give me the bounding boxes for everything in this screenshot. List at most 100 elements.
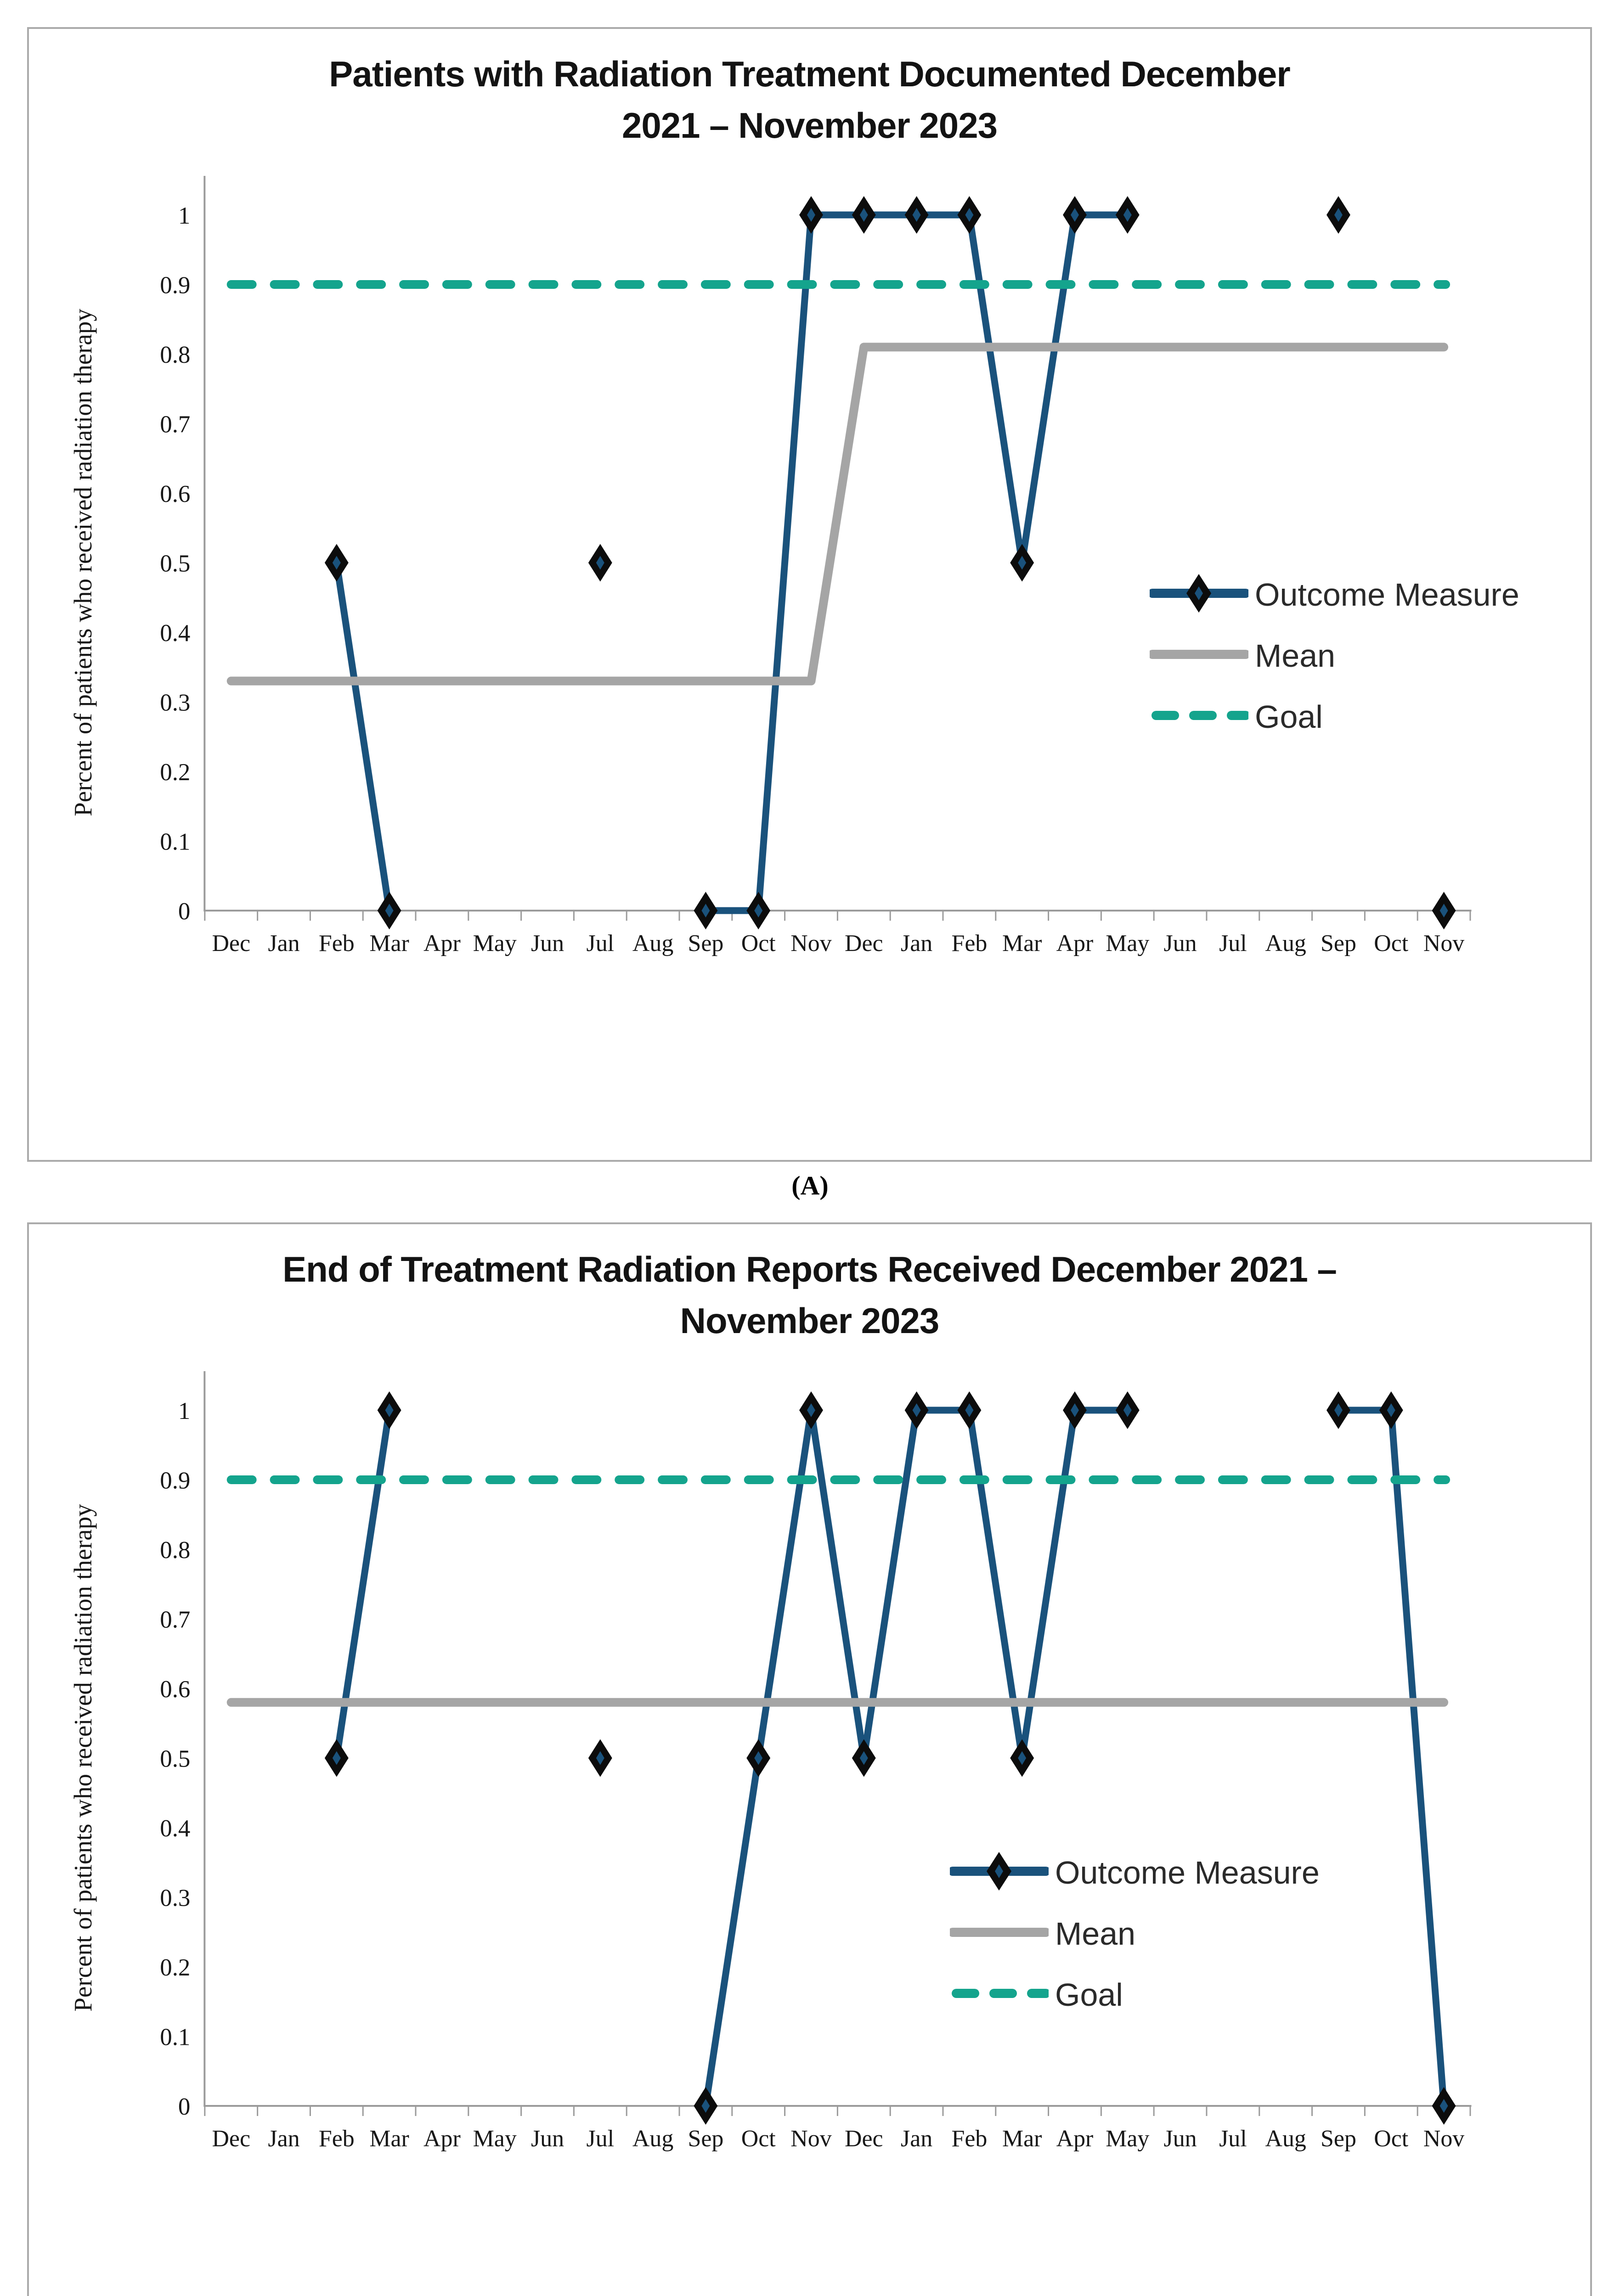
x-month-label: Jun	[531, 2126, 564, 2152]
legend-item: Mean	[1148, 625, 1519, 686]
y-tick-label: 0.3	[160, 1885, 190, 1911]
outcome-marker-center	[1334, 1403, 1343, 1417]
x-month-label: Jun	[1164, 930, 1197, 957]
legend-item-label: Mean	[1055, 1915, 1136, 1952]
x-month-label: May	[1106, 930, 1149, 957]
x-month-label: Feb	[319, 930, 355, 957]
y-tick-label: 0.3	[160, 689, 190, 716]
y-tick-label: 0.8	[160, 342, 190, 368]
y-tick-label: 1	[178, 203, 190, 229]
panel-b: 0 0.1 0.2 0.3 0.4 0.5 0.6 0.7 0.8 0.9 1 Dec Jan Feb Ma…	[27, 1222, 1592, 2296]
outcome-marker-center	[596, 556, 604, 570]
legend-b: Outcome Measure Mean Goal	[948, 1842, 1320, 2025]
line-diamond-swatch-icon	[948, 1848, 1050, 1896]
outcome-marker-center	[912, 208, 921, 222]
x-month-label: Dec	[212, 2126, 250, 2152]
outcome-line	[702, 211, 1131, 914]
x-month-label: Jun	[531, 930, 564, 957]
x-month-label: Nov	[790, 2126, 831, 2152]
outcome-marker-center	[385, 1403, 394, 1417]
legend-item-label: Outcome Measure	[1255, 576, 1519, 613]
x-month-label: May	[473, 930, 517, 957]
x-month-label: Apr	[1056, 2126, 1094, 2152]
y-tick-label: 0.7	[160, 411, 190, 438]
chart-a: 0 0.1 0.2 0.3 0.4 0.5 0.6 0.7 0.8 0.9 1 Dec Jan Feb Ma…	[69, 176, 1472, 957]
x-month-label: Jul	[1219, 930, 1247, 957]
legend-item: Goal	[1150, 686, 1519, 747]
panel-a: 0 0.1 0.2 0.3 0.4 0.5 0.6 0.7 0.8 0.9 1 Dec Jan Feb Ma…	[27, 27, 1592, 1162]
x-month-label: Jan	[268, 930, 299, 957]
x-month-label: Oct	[741, 2126, 776, 2152]
y-tick-label: 0.4	[160, 620, 190, 647]
outcome-marker-center	[965, 208, 974, 222]
dashed-swatch-icon	[1150, 692, 1250, 741]
chart-b-title-line2: November 2023	[680, 1300, 940, 1341]
y-axis-title: Percent of patients who received radiati…	[69, 309, 97, 816]
legend-item-label: Goal	[1255, 698, 1323, 735]
x-month-label: Aug	[632, 2126, 673, 2152]
y-tick-label: 0.2	[160, 759, 190, 786]
outcome-marker-center	[754, 904, 763, 917]
outcome-marker-center	[1018, 1751, 1027, 1765]
x-month-label: Sep	[1321, 930, 1356, 957]
y-tick-label: 0.6	[160, 1676, 190, 1703]
y-tick-label: 0	[178, 898, 190, 925]
caption-a: (A)	[791, 1171, 829, 1200]
line-swatch-icon	[948, 1909, 1050, 1958]
outcome-marker-center	[1123, 208, 1132, 222]
y-tick-label: 0.5	[160, 550, 190, 577]
legend-item-label: Mean	[1255, 637, 1336, 674]
x-month-label: Dec	[212, 930, 250, 957]
legend-item: Mean	[948, 1903, 1320, 1964]
y-tick-label: 0.2	[160, 1954, 190, 1981]
outcome-marker-center	[965, 1403, 974, 1417]
y-tick-label: 0.9	[160, 1467, 190, 1494]
outcome-marker-center	[1070, 208, 1079, 222]
legend-item: Goal	[950, 1964, 1320, 2025]
y-tick-label: 0.9	[160, 272, 190, 298]
line-diamond-swatch-icon	[1148, 570, 1250, 619]
outcome-marker-center	[385, 904, 394, 917]
outcome-marker-center	[1123, 1403, 1132, 1417]
y-tick-label: 1	[178, 1398, 190, 1424]
x-month-label: Mar	[1002, 930, 1042, 957]
outcome-marker-center	[754, 1751, 763, 1765]
x-month-label: Sep	[688, 2126, 723, 2152]
outcome-line	[333, 559, 393, 914]
x-month-label: Sep	[1321, 2126, 1356, 2152]
y-tick-label: 0.6	[160, 481, 190, 507]
x-month-label: Jul	[1219, 2126, 1247, 2152]
outcome-marker-center	[332, 556, 341, 570]
outcome-marker-center	[807, 208, 815, 222]
x-month-label: May	[473, 2126, 517, 2152]
x-month-label: Oct	[741, 930, 776, 957]
legend-item: Outcome Measure	[1148, 564, 1519, 625]
x-month-label: Jan	[268, 2126, 299, 2152]
chart-b-title: End of Treatment Radiation Reports Recei…	[29, 1244, 1590, 1346]
outcome-marker-center	[332, 1751, 341, 1765]
x-month-label: Jan	[901, 2126, 932, 2152]
y-tick-label: 0	[178, 2093, 190, 2120]
outcome-marker-center	[1018, 556, 1027, 570]
x-month-label: Aug	[632, 930, 673, 957]
outcome-marker-center	[807, 1403, 815, 1417]
legend-item: Outcome Measure	[948, 1842, 1320, 1903]
y-tick-label: 0.8	[160, 1537, 190, 1564]
x-month-label: Dec	[845, 930, 883, 957]
y-tick-label: 0.5	[160, 1745, 190, 1772]
y-tick-label: 0.4	[160, 1815, 190, 1842]
x-month-label: Oct	[1374, 930, 1408, 957]
x-month-label: Mar	[369, 2126, 409, 2152]
outcome-marker-center	[596, 1751, 604, 1765]
x-month-label: Nov	[790, 930, 831, 957]
legend-item-label: Outcome Measure	[1055, 1854, 1320, 1891]
chart-b: 0 0.1 0.2 0.3 0.4 0.5 0.6 0.7 0.8 0.9 1 Dec Jan Feb Ma…	[69, 1371, 1472, 2152]
chart-b-title-line1: End of Treatment Radiation Reports Recei…	[282, 1249, 1337, 1289]
x-month-label: Feb	[951, 2126, 987, 2152]
x-month-label: Mar	[1002, 2126, 1042, 2152]
x-month-label: Aug	[1265, 2126, 1306, 2152]
x-month-label: Mar	[369, 930, 409, 957]
x-month-label: Jan	[901, 930, 932, 957]
legend-a: Outcome Measure Mean Goal	[1148, 564, 1519, 747]
x-month-label: Aug	[1265, 930, 1306, 957]
